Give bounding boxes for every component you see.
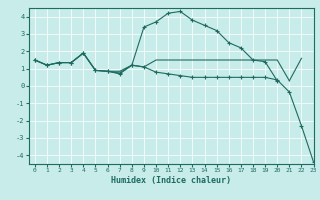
X-axis label: Humidex (Indice chaleur): Humidex (Indice chaleur) <box>111 176 231 185</box>
